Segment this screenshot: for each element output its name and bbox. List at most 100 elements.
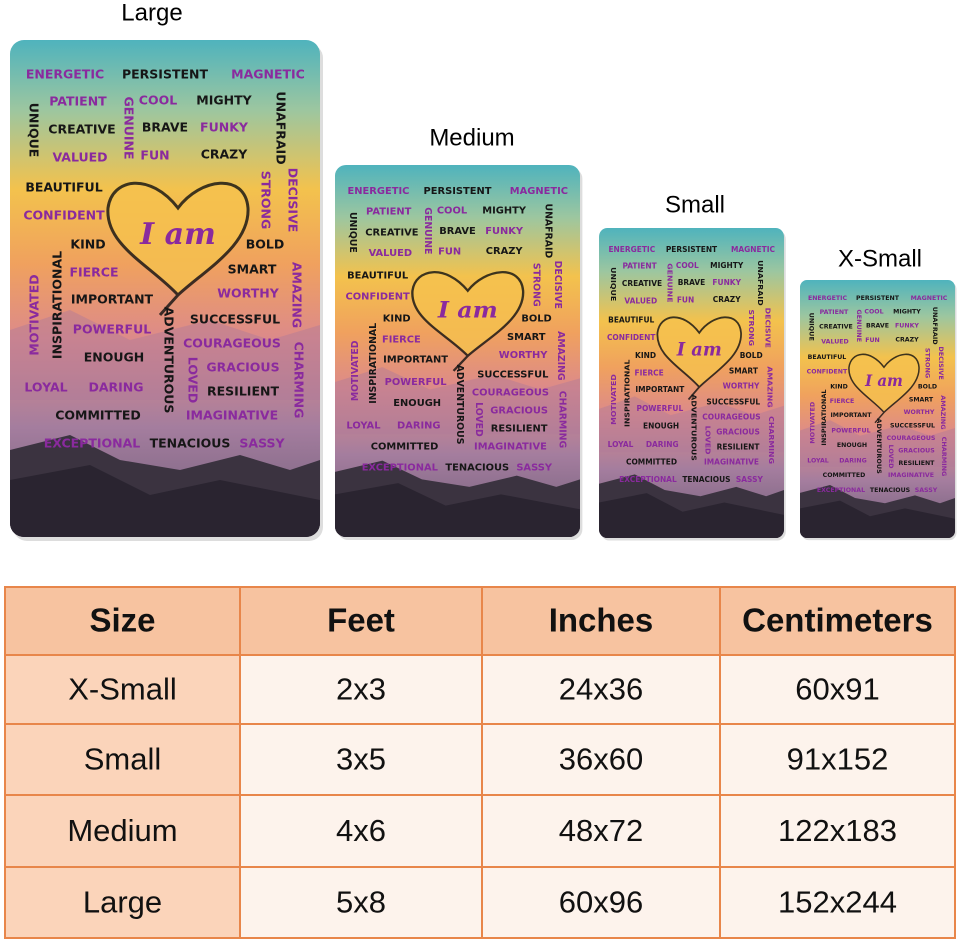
table-cell [239,794,483,868]
rug-word: GENUINE [666,263,675,302]
table-header: Size [89,602,155,639]
rug-word: INSPIRATIONAL [50,251,65,359]
rug-word: PATIENT [622,262,657,271]
size-label: X-Small [838,245,922,272]
mountain [800,420,955,467]
rug-word: BRAVE [142,120,188,135]
mountain [800,500,955,538]
rug-word: IMPORTANT [71,292,154,307]
rug-word: UNIQUE [808,313,816,341]
mountain [599,493,785,539]
rug-word: FUN [865,336,880,344]
rug-word: CREATIVE [622,279,662,288]
rug-word: VALUED [624,296,657,305]
rug-word: STRONG [530,263,541,307]
table-cell [719,654,956,725]
rug-word: COURAGEOUS [887,434,936,442]
rug-word: AMAZING [290,262,305,328]
rug-word: FUNKY [485,226,524,237]
table-cell-text: 48x72 [559,813,643,848]
rug-word: BEAUTIFUL [347,271,408,282]
rug-word: RESILIENT [207,384,279,399]
table-cell [481,654,721,725]
rug-word: SASSY [736,475,763,484]
rug-word: LOYAL [24,380,67,395]
heart [106,181,250,317]
rug-word: DARING [646,440,679,449]
rug-word: MAGNETIC [731,245,775,254]
rug-word: LOYAL [807,457,829,465]
table-cell-text: 60x91 [795,672,879,707]
rug-word: POWERFUL [385,377,447,388]
rug-word: MOTIVATED [609,374,618,425]
rug-word: LOYAL [346,421,380,432]
rug-word: RESILIENT [717,442,761,451]
rug-word: EXCEPTIONAL [44,436,141,451]
rug-word: FUN [438,247,461,258]
rug-word: CRAZY [895,336,919,344]
rug-word: GRACIOUS [206,360,279,375]
table-header: Feet [327,602,395,639]
rug-word: DECISIVE [763,308,772,348]
size-label: Small [665,191,725,218]
rug-word: ENOUGH [837,441,867,449]
rug-word: CONFIDENT [807,367,848,375]
rug-word: TENACIOUS [682,475,730,484]
rug-word: AMAZING [766,366,775,407]
table-cell-text: X-Small [68,672,177,707]
rug-word: PERSISTENT [856,294,900,302]
rug-word: KIND [70,237,105,252]
center-text: I am [139,217,216,252]
heart [848,353,920,424]
table-cell [4,586,241,656]
rug-word: IMAGINATIVE [474,442,547,453]
rug-word: KIND [635,351,656,360]
rug-word: UNAFRAID [274,91,289,164]
table-cell-text: 152x244 [778,885,897,920]
rug-word: VALUED [369,248,413,259]
rug-word: GENUINE [122,96,137,159]
rug-word: CHARMING [767,416,776,464]
rug-word: SMART [228,262,277,277]
rug-word: KIND [383,314,411,325]
rug-word: ENOUGH [393,398,441,409]
table-cell [4,866,241,939]
rug: I am ENERGETIC PERSISTENT MAGNETIC PATIENT CO… [800,280,957,541]
rug-word: ENERGETIC [608,245,655,254]
table-cell [239,586,483,656]
rug-face: I am ENERGETIC PERSISTENT MAGNETIC PATIENT CO… [599,228,785,539]
table-cell-text: 122x183 [778,813,897,848]
rug-word: GRACIOUS [716,427,760,436]
rug-word: WORTHY [723,381,760,390]
center-text: I am [437,297,498,323]
rug-word: COOL [437,206,467,217]
rug-word: LOVED [887,444,895,468]
size-label: Medium [429,124,514,151]
center-text: I am [676,339,722,360]
size-label: Large [121,0,182,26]
table-cell [481,723,721,796]
rug-word: INSPIRATIONAL [623,359,632,427]
rug-word: INSPIRATIONAL [368,323,379,404]
rug-word: IMPORTANT [383,355,448,366]
heart [411,271,525,372]
rug-word: GENUINE [855,309,863,342]
rug-word: CRAZY [713,295,741,304]
table-cell [4,654,241,725]
table-cell-text: Medium [67,813,177,848]
rug-word: COMMITTED [55,408,141,423]
rug-word: ADVENTUROUS [875,418,883,474]
rug-word: UNAFRAID [931,307,939,345]
rug-word: SMART [909,395,934,403]
rug-word: PERSISTENT [424,186,492,197]
rug-word: ADVENTUROUS [454,365,465,445]
rug-word: MOTIVATED [350,340,361,401]
table-cell-text: 24x36 [559,672,643,707]
rug-word: STRONG [259,171,274,230]
rug-word: COMMITTED [823,471,866,479]
rug-word: CREATIVE [48,122,115,137]
rug-word: DARING [397,421,441,432]
table-cell-text: 5x8 [336,885,386,920]
rug-word: ENERGETIC [348,186,410,197]
